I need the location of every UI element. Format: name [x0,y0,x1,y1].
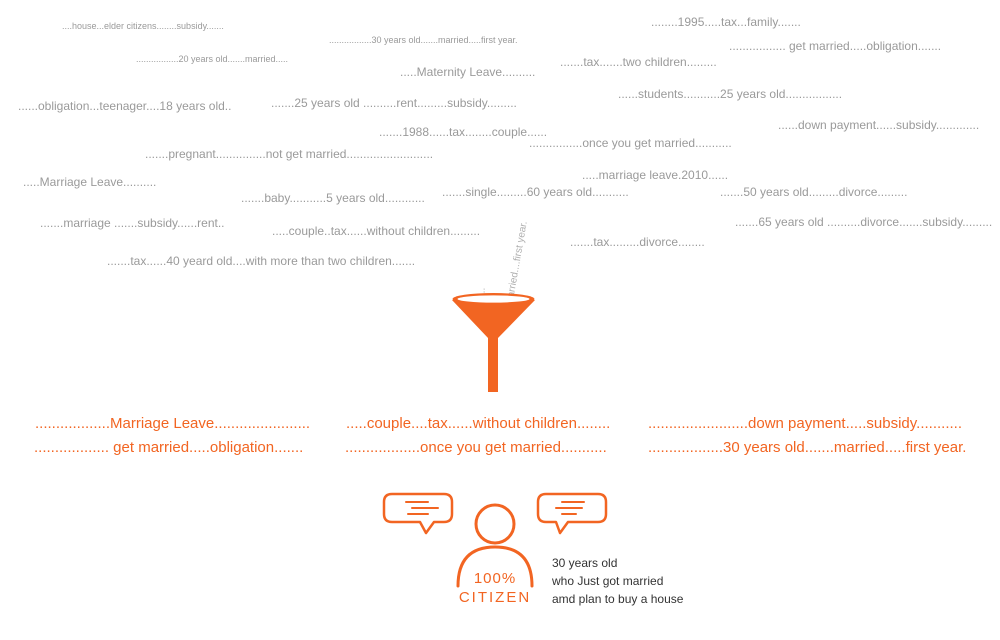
funnel-icon [452,293,535,392]
scattered-phrase: ....house...elder citizens........subsid… [62,21,224,31]
scattered-phrase: ........1995.....tax...family....... [651,15,801,29]
scattered-phrase: .......tax.......two children......... [560,55,717,69]
scattered-phrase: ......students...........25 years old...… [618,87,843,101]
citizen-description-line: amd plan to buy a house [552,592,684,606]
scattered-phrase: .....Maternity Leave.......... [400,65,536,79]
citizen-description-line: 30 years old [552,556,618,570]
scattered-phrase: .......65 years old ..........divorce...… [735,215,993,229]
citizen-description-line: who Just got married [552,574,664,588]
citizen-percent-label: 100% [474,570,516,587]
filtered-phrase: ..................Marriage Leave........… [35,415,311,432]
scattered-phrase: ................once you get married....… [529,136,732,150]
scattered-phrase: .................20 years old.......marr… [136,54,289,64]
scattered-phrase: .......marriage .......subsidy......rent… [40,216,225,230]
filtered-phrase: .................. get married.....oblig… [34,439,304,456]
citizen-description: 30 years old who Just got married amd pl… [552,554,683,608]
speech-bubble-icon [536,492,608,535]
scattered-phrase: ......obligation...teenager....18 years … [18,99,232,113]
scattered-phrase: ......down payment......subsidy.........… [778,118,980,132]
filtered-phrase: .....couple....tax......without children… [346,415,611,432]
scattered-phrase: ................. get married.....obliga… [729,39,942,53]
scattered-phrase: .....Marriage Leave.......... [23,175,157,189]
filtered-phrase: ..................once you get married..… [345,439,607,456]
scattered-phrase: .......single.........60 years old......… [442,185,629,199]
filtered-phrase: ........................down payment....… [648,415,963,432]
scattered-phrase: .......1988......tax........couple...... [379,125,548,139]
scattered-phrase: .......50 years old.........divorce.....… [720,185,908,199]
speech-bubble-icon [382,492,454,535]
scattered-phrase: .....couple..tax......without children..… [272,224,481,238]
filtered-phrase: ..................30 years old.......mar… [648,439,967,456]
scattered-phrase: .................30 years old.......marr… [329,35,518,45]
scattered-phrase: .......tax......40 yeard old....with mor… [107,254,416,268]
scattered-phrase: .......baby...........5 years old.......… [241,191,425,205]
person-icon [456,503,534,588]
scattered-phrase: .......25 years old ..........rent......… [271,96,517,110]
scattered-phrase: .....marriage leave.2010...... [582,168,729,182]
scattered-phrase: .......pregnant...............not get ma… [145,147,434,161]
scattered-phrase: .......tax.........divorce........ [570,235,705,249]
citizen-label: CITIZEN [459,589,531,606]
